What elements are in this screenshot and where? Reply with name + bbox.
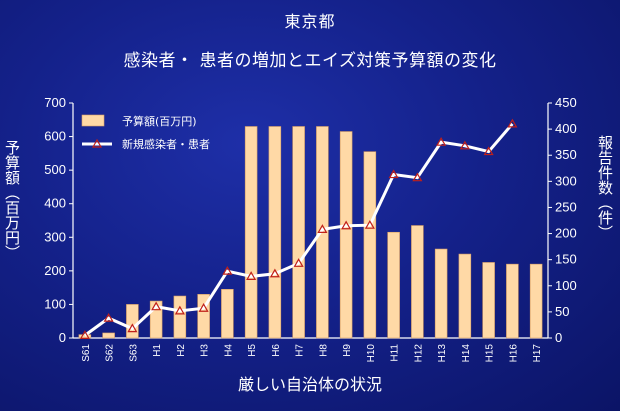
left-tick-label: 400 — [44, 196, 66, 211]
legend-bar-label: 予算額(百万円) — [122, 114, 197, 128]
budget-bar — [434, 248, 448, 339]
x-tick-label: H13 — [437, 344, 448, 363]
right-axis-label: 報告件数（件） — [596, 135, 614, 240]
x-tick-label: H1 — [152, 344, 163, 357]
cases-point — [222, 265, 233, 275]
right-tick-label: 300 — [555, 173, 577, 188]
budget-bar — [197, 294, 210, 339]
right-tick-label: 250 — [555, 199, 577, 214]
chart-subtitle: 感染者・ 患者の増加とエイズ対策予算額の変化 — [123, 51, 497, 71]
cases-point — [341, 220, 352, 230]
right-tick-label: 450 — [555, 95, 577, 110]
x-tick-label: H14 — [461, 344, 472, 363]
budget-bar — [102, 332, 115, 339]
budget-bar — [529, 263, 543, 339]
x-tick-label: H11 — [390, 344, 401, 362]
cases-line — [83, 122, 514, 337]
budget-bar — [411, 225, 424, 339]
left-tick-label: 0 — [59, 330, 66, 345]
x-tick-label: H16 — [508, 344, 519, 363]
cases-point — [364, 219, 375, 229]
x-tick-label: H4 — [223, 344, 234, 357]
x-tick-label: H5 — [247, 344, 258, 357]
right-tick-label: 400 — [555, 121, 577, 136]
right-tick-label: 50 — [555, 304, 569, 319]
cases-point — [127, 323, 138, 333]
x-tick-label: H15 — [485, 344, 496, 363]
budget-bar — [458, 253, 472, 339]
cases-point — [151, 301, 162, 311]
x-tick-label: H17 — [532, 344, 543, 363]
right-tick-label: 0 — [555, 330, 562, 345]
cases-point — [436, 136, 447, 146]
budget-bar — [221, 289, 234, 339]
budget-bar — [387, 231, 400, 339]
x-tick-label: S63 — [128, 344, 139, 362]
x-tick-label: H9 — [342, 344, 353, 357]
right-tick-label: 200 — [555, 226, 577, 241]
budget-bar — [363, 151, 377, 339]
legend-bar-swatch — [81, 114, 105, 127]
left-tick-label: 600 — [44, 129, 66, 144]
right-tick-label: 350 — [555, 147, 577, 162]
left-tick-label: 100 — [44, 296, 66, 311]
left-tick-label: 200 — [44, 263, 66, 278]
cases-point — [103, 312, 114, 322]
budget-bar — [482, 262, 495, 339]
left-tick-label: 500 — [44, 162, 66, 177]
cases-point — [79, 330, 90, 339]
cases-point — [507, 118, 518, 128]
budget-bar — [339, 131, 353, 339]
budget-bar — [244, 126, 258, 339]
x-tick-label: H2 — [176, 344, 187, 357]
right-tick-label: 150 — [555, 252, 577, 267]
cases-point — [483, 146, 494, 156]
x-axis-caption: 厳しい自治体の状況 — [237, 375, 382, 394]
x-tick-label: S62 — [105, 344, 116, 362]
cases-point — [246, 271, 257, 280]
budget-bar — [173, 295, 187, 339]
cases-point — [412, 172, 423, 182]
x-tick-label: H8 — [318, 344, 329, 357]
x-tick-label: H12 — [413, 344, 424, 363]
budget-bar — [506, 263, 519, 339]
chart-title: 東京都 — [284, 12, 336, 31]
budget-bar — [126, 304, 139, 339]
cases-point — [388, 169, 399, 179]
cases-point — [459, 140, 470, 150]
right-tick-label: 100 — [555, 278, 577, 293]
budget-bar — [149, 300, 163, 339]
x-tick-label: H7 — [295, 344, 306, 357]
x-tick-label: H6 — [271, 344, 282, 357]
legend-line-marker — [91, 138, 103, 148]
left-tick-label: 300 — [44, 229, 66, 244]
left-axis-label: 予算額（百万円） — [3, 140, 21, 260]
legend-line-label: 新規感染者・患者 — [122, 137, 210, 151]
cases-point — [269, 268, 280, 278]
x-tick-label: S61 — [81, 344, 92, 362]
budget-bar — [292, 126, 305, 339]
cases-point — [293, 258, 304, 267]
cases-point — [317, 224, 328, 233]
x-tick-label: H3 — [200, 344, 211, 357]
cases-point — [198, 303, 209, 312]
left-tick-label: 700 — [44, 95, 66, 110]
x-tick-label: H10 — [366, 344, 377, 363]
budget-bar — [268, 126, 282, 339]
cases-point — [174, 305, 185, 315]
